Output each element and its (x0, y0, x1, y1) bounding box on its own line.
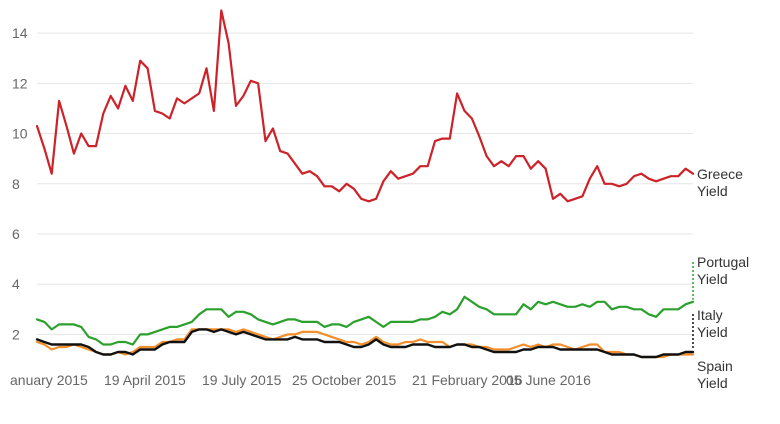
y-tick-label-10: 10 (12, 126, 28, 142)
series-line-portugal-yield (35, 295, 695, 346)
series-label-italy-yield-0: Italy (697, 307, 723, 323)
series-labels: GreeceYieldPortugalYieldItalyYieldSpainY… (692, 166, 749, 391)
y-tick-label-6: 6 (12, 226, 20, 242)
x-tick-label-1: 19 April 2015 (104, 372, 186, 388)
y-tick-label-8: 8 (12, 176, 20, 192)
series-label-greece-yield-1: Yield (697, 183, 728, 199)
x-axis-ticks: anuary 2015 19 April 2015 19 July 2015 25 O… (10, 372, 591, 388)
series-label-italy-yield-1: Yield (697, 324, 728, 340)
series-label-spain-yield-1: Yield (697, 375, 728, 391)
x-tick-label-0: anuary 2015 (10, 372, 88, 388)
series-line-greece-yield (35, 9, 695, 203)
y-tick-label-4: 4 (12, 276, 20, 292)
y-axis-ticks: 2 4 6 8 10 12 14 (12, 25, 28, 342)
y-tick-label-12: 12 (12, 75, 28, 91)
y-tick-label-2: 2 (12, 326, 20, 342)
series-layer (35, 9, 695, 359)
x-tick-label-3: 25 October 2015 (292, 372, 397, 388)
series-line-spain-yield (35, 328, 695, 359)
y-tick-label-14: 14 (12, 25, 28, 41)
x-tick-label-4: 21 February 2016 (412, 372, 523, 388)
series-label-portugal-yield-1: Yield (697, 271, 728, 287)
series-label-spain-yield-0: Spain (697, 358, 733, 374)
x-tick-label-5: 05 June 2016 (506, 372, 591, 388)
grid-layer (37, 32, 693, 335)
x-tick-label-2: 19 July 2015 (202, 372, 282, 388)
series-line-italy-yield (35, 328, 695, 359)
series-label-greece-yield-0: Greece (697, 166, 743, 182)
series-label-portugal-yield-0: Portugal (697, 254, 749, 270)
